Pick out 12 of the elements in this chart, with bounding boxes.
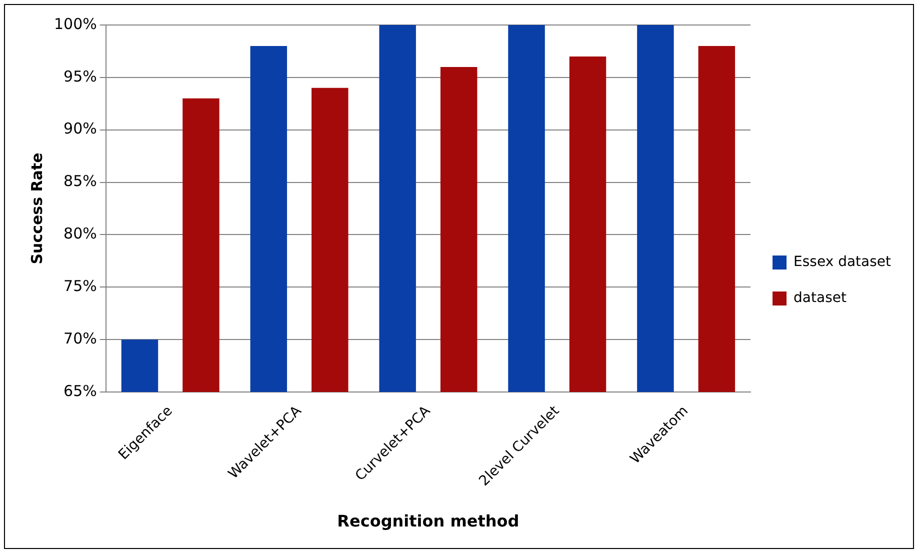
- y-axis-title: Success Rate: [28, 152, 46, 264]
- y-tick-label: 100%: [54, 14, 97, 33]
- y-tick-label: 65%: [64, 382, 97, 400]
- y-tick-label: 85%: [64, 172, 97, 190]
- x-axis-title: Recognition method: [337, 512, 520, 531]
- y-tick-label: 95%: [64, 67, 97, 86]
- y-tick-label: 70%: [64, 329, 97, 348]
- legend-label: Essex dataset: [794, 254, 892, 270]
- y-tick-label: 80%: [64, 224, 97, 243]
- y-tick-label: 90%: [64, 120, 97, 138]
- y-tick-label: 75%: [64, 277, 97, 296]
- legend-label: dataset: [794, 290, 847, 306]
